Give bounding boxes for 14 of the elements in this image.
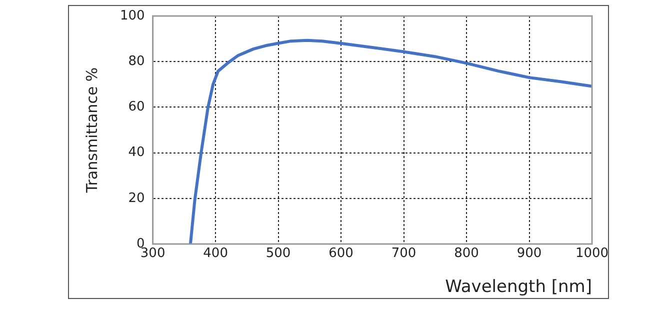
x-tick-label: 1000	[575, 246, 609, 262]
x-tick-label: 500	[266, 246, 291, 262]
x-tick-label: 400	[203, 246, 228, 262]
x-tick-label: 700	[391, 246, 416, 262]
y-tick-label: 20	[128, 190, 145, 206]
y-tick-label: 40	[128, 145, 145, 160]
x-tick-label: 600	[328, 246, 354, 262]
x-tick-label: 800	[454, 246, 479, 262]
x-axis-title: Wavelength [nm]	[445, 277, 592, 298]
y-axis-title: Transmittance %	[82, 67, 101, 194]
y-tick-label: 100	[120, 8, 145, 24]
y-tick-label: 80	[128, 54, 145, 69]
y-tick-label: 60	[128, 100, 145, 115]
x-tick-label: 900	[516, 246, 542, 262]
